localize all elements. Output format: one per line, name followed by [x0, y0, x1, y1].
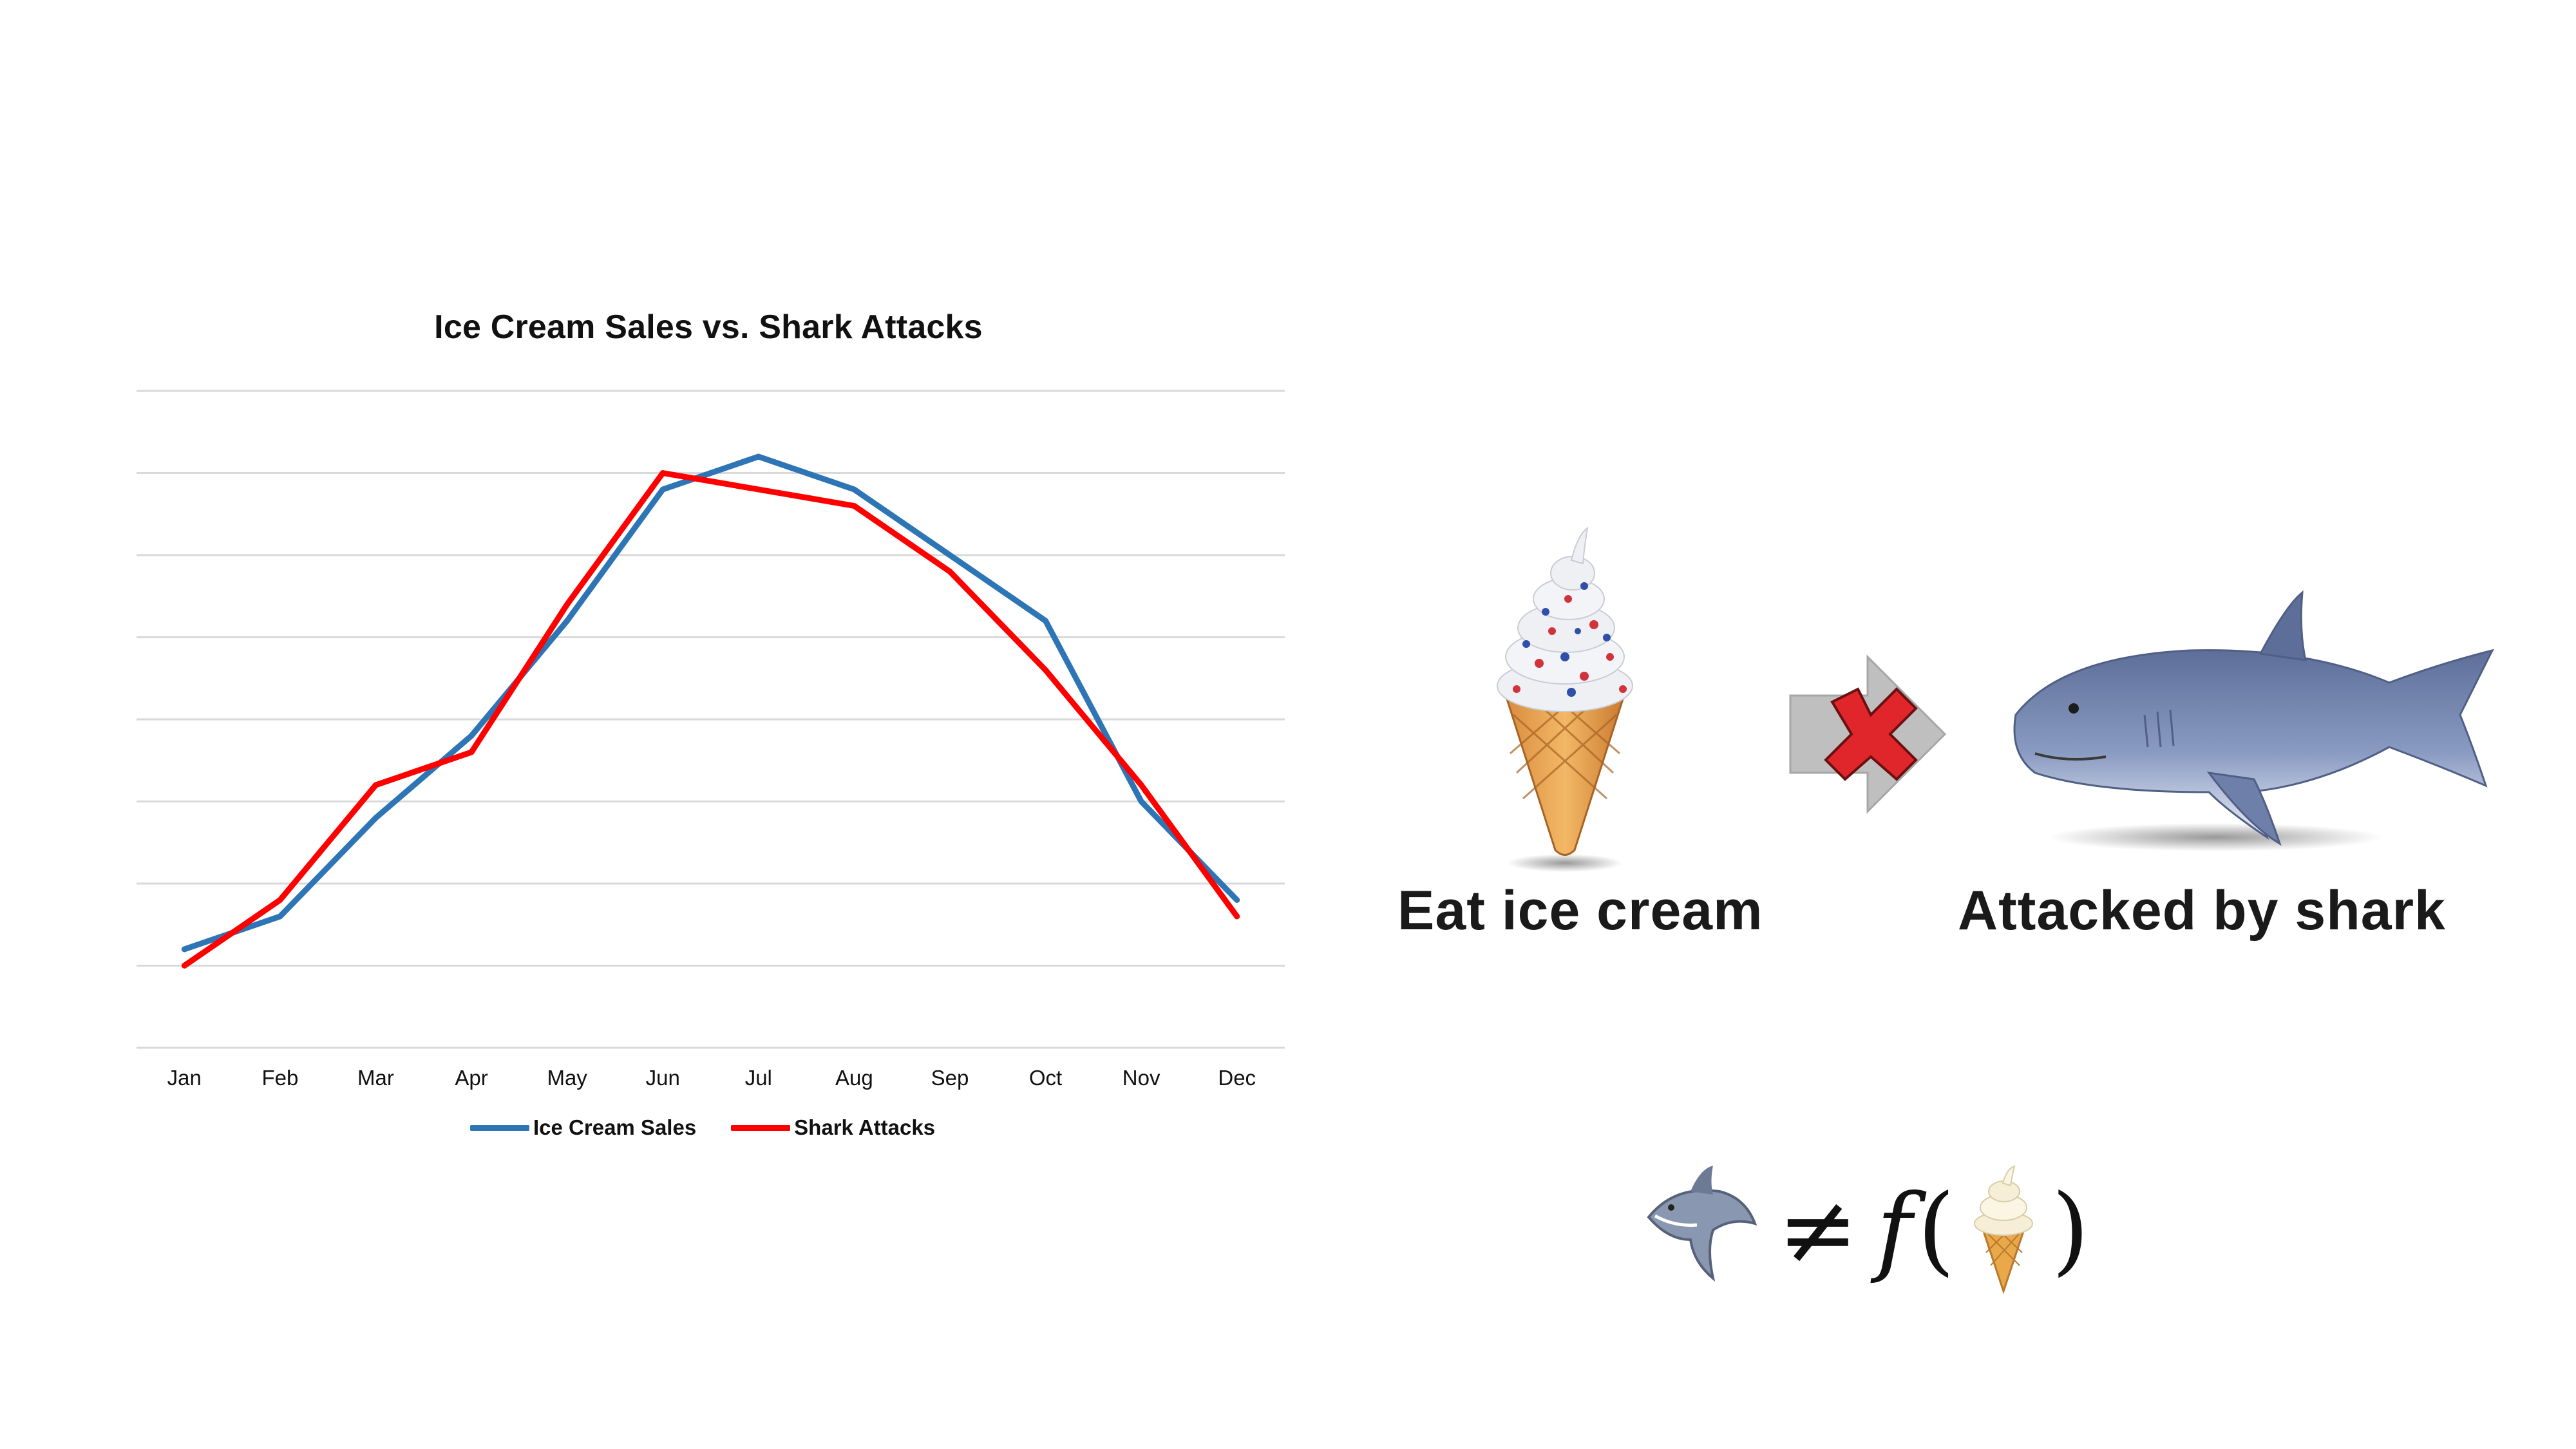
- legend-label-ice-cream-sales: Ice Cream Sales: [533, 1115, 697, 1139]
- x-tick-label: Jan: [167, 1066, 202, 1090]
- x-tick-label: Feb: [261, 1066, 298, 1090]
- ice-cream-emoji-icon: [1973, 1165, 2033, 1294]
- open-paren: (: [1917, 1174, 1955, 1286]
- line-chart: Jan Feb Mar Apr May Jun Jul Aug Sep Oct Nov Dec: [137, 390, 1285, 1090]
- x-tick-label: Apr: [455, 1066, 488, 1090]
- chart-legend: Ice Cream Sales Shark Attacks: [470, 1115, 935, 1140]
- series-line-shark-attacks: [181, 470, 1240, 969]
- chart-title: Ice Cream Sales vs. Shark Attacks: [434, 308, 983, 346]
- series-line-ice-cream-sales: [181, 453, 1240, 952]
- x-tick-label: Jul: [745, 1066, 772, 1090]
- legend-item-ice-cream-sales: Ice Cream Sales: [470, 1115, 696, 1140]
- shark-icon: [2013, 590, 2494, 851]
- x-tick-label: Sep: [931, 1066, 969, 1090]
- legend-swatch-shark-attacks: [731, 1124, 791, 1131]
- series-lines: [181, 453, 1240, 969]
- ice-cream-cone-icon: [1497, 526, 1633, 872]
- chart-panel: Ice Cream Sales vs. Shark Attacks Jan Feb…: [0, 0, 1352, 1288]
- causation-diagram: [1497, 526, 2494, 872]
- formula: ≠ f ( ): [1636, 1146, 2089, 1314]
- x-tick-label: May: [547, 1066, 587, 1090]
- legend-label-shark-attacks: Shark Attacks: [794, 1115, 936, 1139]
- not-equal-sign: ≠: [1777, 1174, 1859, 1286]
- function-symbol: f: [1876, 1174, 1913, 1286]
- cause-caption: Eat ice cream: [1397, 880, 1763, 942]
- shark-emoji-icon: [1647, 1166, 1757, 1282]
- legend-item-shark-attacks: Shark Attacks: [731, 1115, 935, 1140]
- x-tick-label: Jun: [646, 1066, 680, 1090]
- x-tick-label: Dec: [1218, 1066, 1256, 1090]
- effect-caption: Attacked by shark: [1958, 880, 2446, 942]
- grid-lines: [137, 390, 1285, 1049]
- red-x-icon: [1824, 687, 1918, 781]
- legend-swatch-ice-cream-sales: [470, 1124, 529, 1131]
- x-tick-label: Nov: [1122, 1066, 1160, 1090]
- x-tick-label: Aug: [835, 1066, 873, 1090]
- x-tick-label: Oct: [1029, 1066, 1062, 1090]
- close-paren: ): [2051, 1174, 2090, 1286]
- x-tick-label: Mar: [357, 1066, 394, 1090]
- x-tick-labels: Jan Feb Mar Apr May Jun Jul Aug Sep Oct Nov Dec: [167, 1066, 1256, 1090]
